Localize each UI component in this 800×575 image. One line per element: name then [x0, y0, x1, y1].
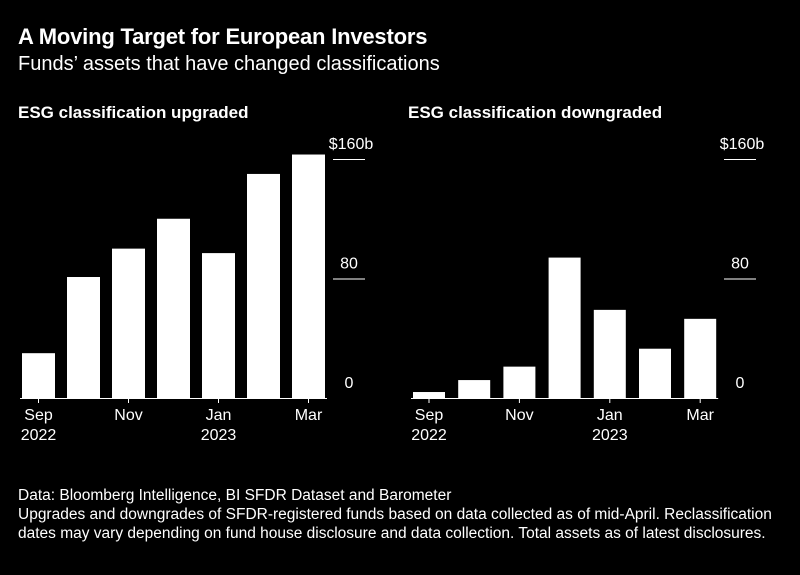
downgraded-bar-0	[413, 392, 445, 398]
source-note: Data: Bloomberg Intelligence, BI SFDR Da…	[18, 487, 452, 504]
downgraded-xtick-label-0: Sep	[415, 407, 444, 424]
upgraded-bar-6	[292, 154, 325, 398]
downgraded-ytick-label-2: 0	[736, 375, 745, 392]
downgraded-xtick-label-3: Mar	[686, 407, 714, 424]
upgraded-bar-0	[22, 353, 55, 398]
downgraded-bar-2	[503, 366, 536, 398]
upgraded-xtick-label-0: Sep	[24, 407, 53, 424]
downgraded-ytick-label-0: $160b	[720, 136, 765, 153]
downgraded-xtick-label-1: Nov	[505, 407, 533, 424]
panel-title-downgraded: ESG classification downgraded	[408, 103, 663, 122]
downgraded-ytick-label-1: 80	[731, 256, 749, 273]
downgraded-xtick-sublabel-2: 2023	[592, 427, 628, 444]
upgraded-xtick-label-2: Jan	[206, 407, 232, 424]
downgraded-bar-3	[548, 257, 581, 398]
upgraded-ytick-label-2: 0	[345, 375, 354, 392]
footer-notes: Data: Bloomberg Intelligence, BI SFDR Da…	[18, 486, 788, 543]
downgraded-xtick-sublabel-0: 2022	[411, 427, 447, 444]
panel-title-upgraded: ESG classification upgraded	[18, 103, 249, 122]
upgraded-bar-5	[247, 173, 280, 398]
downgraded-bar-5	[639, 348, 671, 398]
upgraded-xtick-sublabel-0: 2022	[21, 427, 57, 444]
upgraded-xtick-label-1: Nov	[114, 407, 142, 424]
upgraded-xtick-sublabel-2: 2023	[201, 427, 237, 444]
upgraded-ytick-label-0: $160b	[329, 136, 374, 153]
upgraded-xtick-label-3: Mar	[295, 407, 323, 424]
upgraded-bar-3	[157, 218, 190, 398]
upgraded-bar-1	[67, 277, 100, 398]
downgraded-xtick-label-2: Jan	[597, 407, 623, 424]
upgraded-ytick-label-1: 80	[340, 256, 358, 273]
downgraded-bar-6	[684, 318, 717, 398]
methodology-note: Upgrades and downgrades of SFDR-register…	[18, 506, 772, 542]
chart-subtitle: Funds’ assets that have changed classifi…	[18, 53, 440, 75]
upgraded-bar-2	[112, 248, 145, 398]
downgraded-bar-1	[458, 380, 491, 398]
chart-title: A Moving Target for European Investors	[18, 24, 428, 49]
upgraded-bar-4	[202, 253, 235, 398]
downgraded-bar-4	[593, 309, 626, 398]
